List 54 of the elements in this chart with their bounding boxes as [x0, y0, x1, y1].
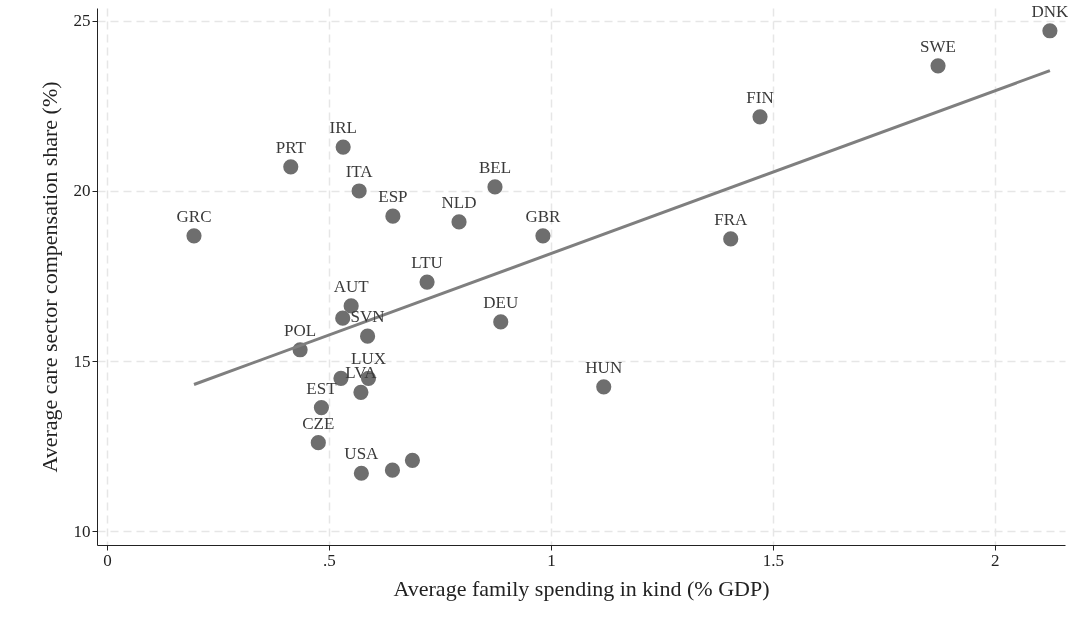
data-label: IRL [329, 118, 357, 138]
data-label: GRC [176, 206, 212, 226]
x-tick-label: 1 [547, 550, 556, 570]
y-tick-label: 10 [73, 521, 91, 541]
x-tick-label: 1.5 [762, 550, 785, 570]
point [360, 328, 376, 344]
point [335, 310, 351, 326]
point [404, 452, 420, 468]
y-axis-title: Average care sector compensation share (%) [36, 81, 62, 473]
x-tick-label: 0 [103, 550, 112, 570]
y-tick-label: 15 [73, 351, 91, 371]
point [186, 228, 202, 244]
point [1042, 23, 1058, 39]
data-label: CZE [302, 413, 335, 433]
point [351, 183, 367, 199]
point [353, 465, 369, 481]
data-label: NLD [441, 192, 477, 212]
y-tick-label: 20 [73, 181, 91, 201]
data-label: GBR [525, 206, 562, 226]
point [493, 314, 509, 330]
x-tick-label: .5 [323, 550, 336, 570]
point [310, 435, 326, 451]
data-label: PRT [275, 137, 307, 157]
point [335, 139, 351, 155]
data-label: FIN [746, 87, 774, 107]
point [930, 58, 946, 74]
point [385, 208, 401, 224]
point [535, 228, 551, 244]
data-label: BEL [478, 157, 512, 177]
data-label: FRA [714, 209, 748, 229]
point [419, 274, 435, 290]
data-label: DNK [1031, 1, 1068, 21]
point [752, 109, 768, 125]
point [384, 462, 401, 478]
data-label: LTU [411, 253, 443, 273]
point [451, 214, 467, 230]
point [353, 384, 369, 400]
point [596, 379, 612, 395]
data-label: DEU [483, 292, 519, 312]
data-label: POL [284, 320, 317, 340]
x-tick-label: 2 [991, 550, 1000, 570]
data-label: HUN [585, 357, 623, 377]
data-label: EST [306, 378, 338, 398]
data-label: AUT [333, 276, 370, 296]
point [313, 400, 329, 416]
data-label: SWE [920, 36, 956, 56]
data-label: USA [344, 444, 380, 464]
point [723, 231, 739, 247]
x-axis-title: Average family spending in kind (% GDP) [393, 575, 770, 601]
data-label: ITA [345, 161, 374, 181]
data-label: ESP [378, 187, 408, 207]
point [487, 179, 503, 195]
y-tick-label: 25 [73, 11, 91, 31]
point [283, 159, 299, 175]
